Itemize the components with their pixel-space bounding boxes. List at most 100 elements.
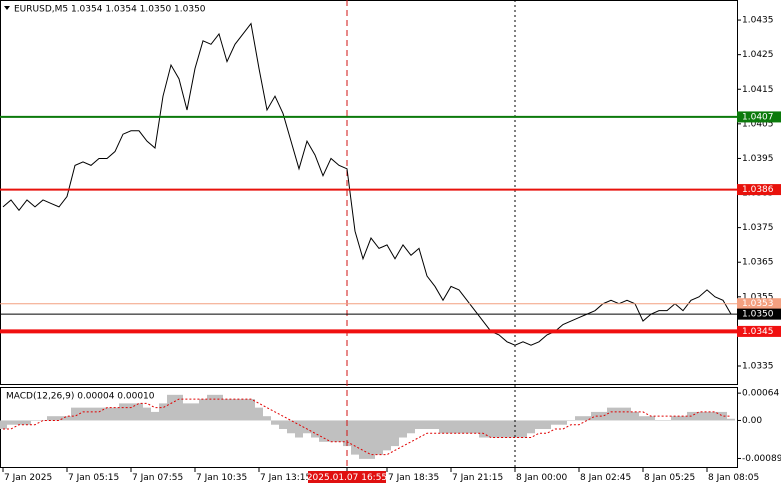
macd-bar — [663, 420, 671, 421]
macd-bar — [295, 420, 303, 438]
macd-bar — [623, 407, 631, 421]
macd-bar — [455, 420, 463, 434]
macd-bar — [127, 403, 135, 421]
macd-bar — [103, 407, 111, 421]
macd-bar — [647, 416, 655, 421]
macd-bar — [575, 416, 583, 421]
y-tick-label: 1.0435 — [742, 16, 774, 26]
macd-bar — [263, 416, 271, 421]
macd-bar — [407, 420, 415, 434]
y-tick-label: -0.00089 — [742, 454, 781, 464]
y-tick-label: 1.0365 — [742, 258, 774, 268]
macd-bar — [551, 420, 559, 425]
price-line — [2, 22, 732, 346]
x-tick-label: 8 Jan 08:05 — [708, 473, 759, 483]
x-tick-label: 8 Jan 02:45 — [580, 473, 631, 483]
macd-bar — [327, 420, 335, 442]
y-tick-label: 1.0395 — [742, 154, 774, 164]
x-tick-label: 7 Jan 18:35 — [388, 473, 439, 483]
macd-bar — [503, 420, 511, 438]
macd-bar — [391, 420, 399, 447]
y-tick-label: 0.00064 — [742, 389, 779, 399]
macd-bar — [695, 411, 703, 421]
macd-bar — [431, 420, 439, 429]
macd-bar — [519, 420, 527, 438]
macd-bar — [727, 418, 735, 421]
macd-bar — [55, 416, 63, 421]
macd-bar — [375, 420, 383, 455]
macd-bar — [399, 420, 407, 438]
x-tick-label: 7 Jan 05:15 — [68, 473, 119, 483]
macd-bar — [639, 416, 647, 421]
macd-bar — [143, 407, 151, 421]
crosshair-box — [308, 471, 386, 483]
macd-bar — [495, 420, 503, 438]
macd-bar — [159, 403, 167, 421]
x-tick-label: 2025.01.07 16:55 — [307, 473, 387, 483]
macd-bar — [679, 416, 687, 421]
macd-bar — [423, 420, 431, 429]
macd-bar — [703, 411, 711, 421]
macd-bar — [151, 411, 159, 421]
macd-bar — [183, 403, 191, 421]
macd-bar — [15, 420, 23, 425]
macd-bar — [271, 420, 279, 425]
level-box — [737, 325, 781, 337]
macd-bar — [711, 411, 719, 421]
macd-bar — [63, 416, 71, 421]
macd-bar — [135, 403, 143, 421]
macd-bar — [231, 399, 239, 421]
x-tick-label: 8 Jan 05:25 — [644, 473, 695, 483]
macd-bar — [447, 420, 455, 434]
macd-bar — [487, 420, 495, 438]
macd-bar — [479, 420, 487, 438]
macd-bar — [359, 420, 367, 459]
macd-bar — [527, 420, 535, 434]
y-tick-label: 1.0335 — [742, 362, 774, 372]
chart-title: EURUSD,M5 1.0354 1.0354 1.0350 1.0350 — [14, 5, 206, 15]
y-tick-label: 1.0375 — [742, 223, 774, 233]
level-box — [737, 298, 781, 310]
macd-bar — [215, 394, 223, 421]
macd-bar — [607, 407, 615, 421]
macd-bar — [87, 407, 95, 421]
macd-bar — [223, 399, 231, 421]
macd-bar — [247, 399, 255, 421]
macd-bar — [255, 407, 263, 421]
macd-bar — [119, 403, 127, 421]
level-label: 1.0350 — [742, 310, 774, 320]
macd-bar — [567, 420, 575, 421]
macd-bar — [79, 407, 87, 421]
menu-arrow — [4, 6, 10, 10]
macd-bar — [599, 411, 607, 421]
macd-bar — [199, 399, 207, 421]
macd-bar — [719, 411, 727, 421]
macd-bar — [383, 420, 391, 451]
x-tick-label: 7 Jan 21:15 — [452, 473, 503, 483]
macd-bar — [47, 416, 55, 421]
macd-bar — [39, 420, 47, 421]
level-box — [737, 308, 781, 320]
macd-title: MACD(12,26,9) 0.00004 0.00010 — [6, 392, 155, 402]
level-label: 1.0386 — [742, 185, 774, 195]
macd-bar — [415, 420, 423, 429]
level-box — [737, 184, 781, 196]
x-tick-label: 7 Jan 2025 — [4, 473, 52, 483]
x-tick-label: 8 Jan 00:00 — [516, 473, 568, 483]
y-tick-label: 1.0355 — [742, 292, 774, 302]
macd-bar — [671, 416, 679, 421]
macd-bar — [175, 394, 183, 421]
macd-bar — [191, 403, 199, 421]
macd-bar — [7, 420, 15, 425]
macd-bar — [319, 420, 327, 442]
y-tick-label: 1.0425 — [742, 50, 774, 60]
y-tick-label: 0.00 — [742, 416, 762, 426]
macd-bar — [471, 420, 479, 434]
x-tick-label: 7 Jan 07:55 — [132, 473, 183, 483]
macd-bar — [31, 420, 39, 421]
macd-bar — [239, 399, 247, 421]
macd-bar — [311, 420, 319, 438]
macd-bar — [439, 420, 447, 434]
macd-bar — [543, 420, 551, 429]
